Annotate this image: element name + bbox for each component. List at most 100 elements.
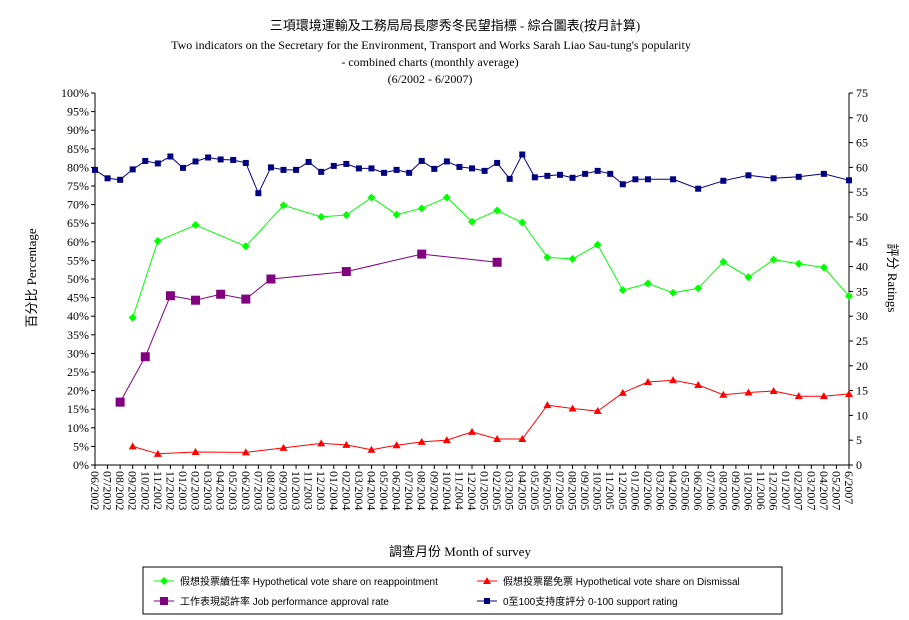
left-tick-label: 0% <box>73 458 89 472</box>
right-tick-label: 30 <box>856 309 868 323</box>
x-tick-label: 06/2003 <box>239 471 253 510</box>
left-tick-label: 10% <box>67 421 89 435</box>
point-marker <box>305 158 312 165</box>
point-marker <box>205 154 212 161</box>
left-tick-label: 25% <box>67 365 89 379</box>
series-reappointment <box>128 193 853 322</box>
x-tick-label: 01/2005 <box>478 471 492 510</box>
point-marker <box>217 156 224 163</box>
left-tick-label: 60% <box>67 235 89 249</box>
point-marker <box>506 175 513 182</box>
right-tick-label: 75 <box>856 86 868 100</box>
point-marker <box>618 388 627 396</box>
right-tick-label: 10 <box>856 408 868 422</box>
legend-marker-approval <box>160 597 168 605</box>
right-tick-label: 45 <box>856 235 868 249</box>
chart-subtitle-line-2: - combined charts (monthly average) <box>341 55 518 69</box>
point-marker <box>242 159 249 166</box>
point-marker <box>192 158 199 165</box>
point-marker <box>456 163 463 170</box>
point-marker <box>241 448 250 456</box>
point-marker <box>643 279 652 288</box>
legend-marker-rating <box>484 598 490 604</box>
x-tick-label: 05/2006 <box>679 471 693 510</box>
x-tick-label: 08/2002 <box>113 471 127 510</box>
point-marker <box>280 166 287 173</box>
x-tick-label: 04/2007 <box>817 471 831 510</box>
point-marker <box>142 157 149 164</box>
point-marker <box>191 447 200 455</box>
x-tick-label: 07/2006 <box>704 471 718 510</box>
x-tick-label: 10/2003 <box>289 471 303 510</box>
point-marker <box>670 176 677 183</box>
x-tick-label: 04/2003 <box>214 471 228 510</box>
point-marker <box>266 274 276 284</box>
point-marker <box>644 176 651 183</box>
point-marker <box>819 263 828 272</box>
right-tick-label: 50 <box>856 210 868 224</box>
series-rating <box>92 151 852 197</box>
point-marker <box>330 162 337 169</box>
left-axis-ticks: 0% 5% 10% 15% 20% 25% 30% 35% 40% 45% 50% 55% 60% 65%… <box>61 86 95 472</box>
legend: 假想投票續任率 Hypothetical vote share on reapp… <box>142 566 783 615</box>
point-marker <box>846 177 852 184</box>
point-marker <box>794 392 803 400</box>
title-block: 三項環境運輸及工務局局長廖秀冬民望指標 - 綜合圖表(按月計算) Two ind… <box>171 18 691 86</box>
x-tick-label: 08/2005 <box>566 471 580 510</box>
x-tick-label: 10/2004 <box>440 471 454 510</box>
x-tick-label: 04/2004 <box>364 471 378 510</box>
point-marker <box>819 392 828 400</box>
point-marker <box>518 434 527 442</box>
point-marker <box>518 218 527 227</box>
x-tick-label: 03/2005 <box>503 471 517 510</box>
x-tick-label: 09/2006 <box>729 471 743 510</box>
point-marker <box>128 313 137 322</box>
x-tick-label: 01/2006 <box>628 471 642 510</box>
x-tick-label: 09/2004 <box>427 471 441 510</box>
point-marker <box>153 449 162 457</box>
point-marker <box>117 176 124 183</box>
point-marker <box>593 240 602 249</box>
series-layer <box>92 151 853 457</box>
left-tick-label: 100% <box>61 86 89 100</box>
left-tick-label: 15% <box>67 402 89 416</box>
point-marker <box>582 170 589 177</box>
x-tick-label: 05/2004 <box>377 471 391 510</box>
point-marker <box>543 253 552 262</box>
point-marker <box>279 443 288 451</box>
x-tick-label: 05/2003 <box>226 471 240 510</box>
point-marker <box>393 166 400 173</box>
left-tick-label: 90% <box>67 123 89 137</box>
x-tick-label: 10/2002 <box>138 471 152 510</box>
x-tick-label: 08/2004 <box>415 471 429 510</box>
x-tick-label: 02/2003 <box>189 471 203 510</box>
point-marker <box>241 242 250 251</box>
right-tick-label: 55 <box>856 185 868 199</box>
legend-box <box>142 566 783 615</box>
left-tick-label: 40% <box>67 309 89 323</box>
chart-subtitle-line-3: (6/2002 - 6/2007) <box>388 72 473 86</box>
point-marker <box>694 284 703 293</box>
left-tick-label: 20% <box>67 384 89 398</box>
point-marker <box>442 436 451 444</box>
x-tick-label: 06/2004 <box>390 471 404 510</box>
point-marker <box>442 193 451 202</box>
x-tick-label: 06/2006 <box>691 471 705 510</box>
point-marker <box>267 164 274 171</box>
point-marker <box>241 294 251 304</box>
x-tick-label: 03/2007 <box>804 471 818 510</box>
point-marker <box>165 291 175 301</box>
point-marker <box>543 401 552 409</box>
left-tick-label: 35% <box>67 328 89 342</box>
legend-label-approval: 工作表現認許率 Job performance approval rate <box>180 595 389 608</box>
x-tick-label: 06/2005 <box>540 471 554 510</box>
point-marker <box>417 249 427 259</box>
chart-subtitle-line-1: Two indicators on the Secretary for the … <box>171 38 691 52</box>
point-marker <box>104 175 111 182</box>
right-tick-label: 25 <box>856 334 868 348</box>
x-tick-label: 12/2004 <box>465 471 479 510</box>
x-tick-label: 01/2003 <box>176 471 190 510</box>
x-tick-label: 07/2004 <box>402 471 416 510</box>
point-marker <box>469 165 475 172</box>
